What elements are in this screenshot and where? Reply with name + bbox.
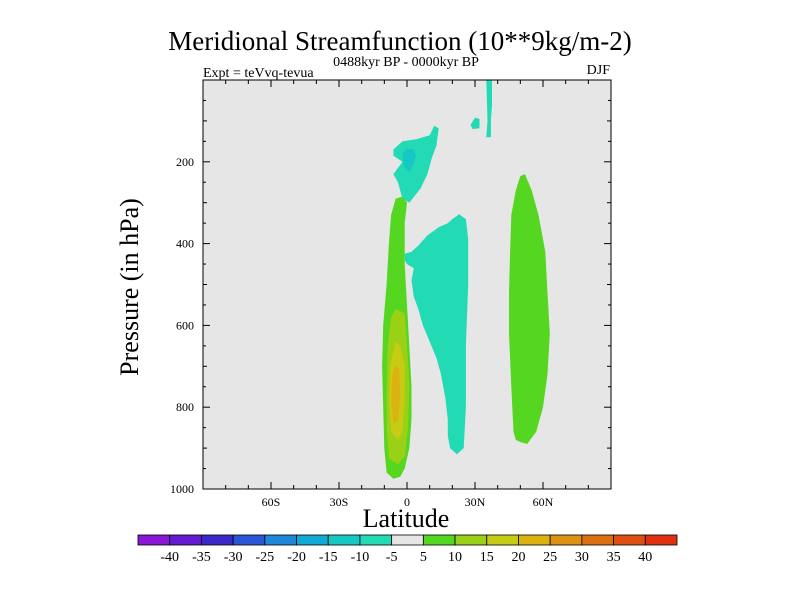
colorbar-swatch xyxy=(581,534,614,546)
y-tick-label: 600 xyxy=(176,318,194,332)
y-tick-label: 200 xyxy=(176,155,194,169)
colorbar-swatch xyxy=(296,534,329,546)
colorbar: -40 -35 -30 -25 -20 -15 -10 -5 5 10 15 20 25 30 35 40 xyxy=(137,534,678,565)
colorbar-label: 40 xyxy=(638,550,652,565)
colorbar-swatch xyxy=(359,534,393,546)
colorbar-swatch xyxy=(644,534,678,546)
colorbar-swatch xyxy=(169,534,202,546)
x-axis-label: Latitude xyxy=(362,504,450,533)
colorbar-swatch xyxy=(264,534,297,546)
colorbar-label: -40 xyxy=(160,550,179,565)
contour-top-thin-negative-streak xyxy=(486,80,492,138)
colorbar-label: 10 xyxy=(448,550,462,565)
x-tick-label: 30S xyxy=(330,495,349,509)
y-tick-label: 1000 xyxy=(170,482,194,496)
colorbar-swatch xyxy=(391,534,424,546)
x-tick-label: 0 xyxy=(404,495,410,509)
colorbar-label: -10 xyxy=(351,550,370,565)
y-axis-label: Pressure (in hPa) xyxy=(115,198,144,376)
contour-small-negative-patch xyxy=(470,117,480,130)
colorbar-label: 25 xyxy=(543,550,557,565)
x-tick-label: 60N xyxy=(533,495,554,509)
x-tick-label: 60S xyxy=(262,495,281,509)
colorbar-label: 30 xyxy=(575,550,589,565)
colorbar-label: 35 xyxy=(607,550,621,565)
colorbar-label: -25 xyxy=(255,550,274,565)
colorbar-label: -30 xyxy=(224,550,243,565)
contour-mid-negative-cell xyxy=(404,214,469,455)
colorbar-swatch xyxy=(549,534,583,546)
colorbar-swatch xyxy=(201,534,234,546)
colorbar-swatch xyxy=(422,534,456,546)
colorbar-swatch xyxy=(518,534,551,546)
colorbar-swatch xyxy=(232,534,266,546)
colorbar-label: -15 xyxy=(319,550,338,565)
colorbar-swatch xyxy=(137,534,171,546)
x-tick-label: 30N xyxy=(465,495,486,509)
chart-title: Meridional Streamfunction (10**9kg/m-2) xyxy=(168,26,632,56)
contour-upper-negative-core xyxy=(402,148,417,172)
subtitle-season: DJF xyxy=(586,63,610,78)
contour-tropical-positive-center xyxy=(391,366,401,424)
colorbar-swatch xyxy=(486,534,519,546)
contour-northern-positive-cell xyxy=(509,174,550,444)
subtitle-period: 0488kyr BP - 0000kyr BP xyxy=(333,55,479,70)
y-tick-label: 800 xyxy=(176,400,194,414)
colorbar-swatch xyxy=(613,534,646,546)
y-tick-label: 400 xyxy=(176,237,194,251)
colorbar-label: -35 xyxy=(192,550,211,565)
colorbar-label: 15 xyxy=(480,550,494,565)
colorbar-label: -20 xyxy=(287,550,306,565)
contour-upper-negative-cell xyxy=(393,125,439,203)
subtitle-experiment: Expt = teVvq-tevua xyxy=(203,66,314,81)
plot-area: 60S 30S 0 30N 60N 200 400 600 800 1000 xyxy=(170,79,612,509)
colorbar-label: 5 xyxy=(420,550,427,565)
colorbar-label: -5 xyxy=(386,550,398,565)
colorbar-swatch xyxy=(327,534,361,546)
colorbar-label: 20 xyxy=(511,550,525,565)
colorbar-swatch xyxy=(454,534,488,546)
